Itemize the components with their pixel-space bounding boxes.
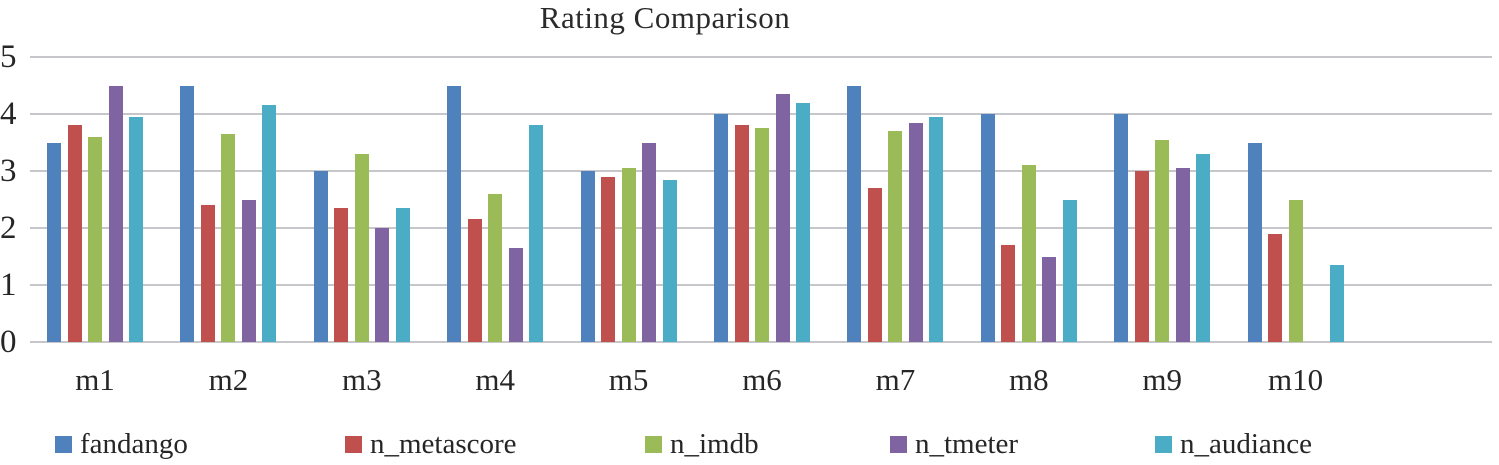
bar-group-m9	[1114, 57, 1211, 342]
bar-n_imdb	[354, 153, 369, 342]
bar-n_imdb	[488, 193, 503, 342]
y-axis-tick-label: 0	[0, 324, 17, 360]
bar-n_metascore	[1134, 171, 1149, 342]
bar-fandango	[714, 114, 728, 342]
bar-fandango	[180, 85, 195, 342]
gridline	[30, 113, 1492, 115]
bar-n_audiance	[1062, 199, 1077, 342]
bar-n_audiance	[529, 125, 544, 342]
legend-item-fandango: fandango	[55, 428, 188, 460]
bar-group-m7	[847, 57, 944, 342]
bar-n_metascore	[1268, 233, 1283, 342]
bar-n_imdb	[1021, 165, 1036, 342]
y-axis-tick-label: 3	[0, 153, 17, 189]
legend-label: n_tmeter	[915, 427, 1019, 460]
bar-fandango	[847, 85, 862, 342]
bar-group-m4	[447, 57, 544, 342]
x-axis-tick-label: m10	[1268, 362, 1324, 397]
bar-n_tmeter	[375, 228, 390, 342]
legend-item-n_tmeter: n_tmeter	[890, 428, 1018, 460]
bar-fandango	[1114, 114, 1129, 342]
legend-item-n_audiance: n_audiance	[1155, 428, 1312, 460]
bar-n_metascore	[334, 208, 349, 342]
legend-label: n_imdb	[670, 427, 759, 460]
bar-n_tmeter	[642, 142, 657, 342]
bar-n_audiance	[1329, 265, 1344, 342]
bar-n_tmeter	[1175, 168, 1190, 342]
bar-n_audiance	[662, 179, 677, 342]
bar-group-m5	[580, 57, 677, 342]
bar-n_metascore	[200, 205, 215, 342]
bar-group-m1	[47, 57, 143, 342]
bar-n_imdb	[88, 136, 102, 342]
legend-label: fandango	[80, 427, 188, 460]
bar-n_metascore	[734, 125, 749, 342]
y-axis-tick-label: 1	[0, 267, 17, 303]
x-axis-tick-label: m2	[208, 362, 249, 397]
bar-fandango	[313, 171, 328, 342]
x-axis-tick-label: m6	[742, 362, 782, 397]
legend-swatch-n_audiance	[1155, 435, 1172, 453]
bar-fandango	[447, 85, 462, 342]
bar-fandango	[1247, 142, 1262, 342]
bar-n_metascore	[1001, 245, 1016, 342]
bar-group-m6	[714, 57, 810, 342]
bar-n_audiance	[395, 208, 410, 342]
x-axis-tick-label: m9	[1142, 362, 1182, 397]
gridline	[30, 341, 1492, 343]
x-axis-tick-label: m5	[608, 362, 649, 397]
bar-n_audiance	[262, 105, 277, 342]
legend-item-n_imdb: n_imdb	[645, 428, 759, 460]
bar-n_metascore	[467, 219, 482, 342]
bar-group-m2	[180, 57, 277, 342]
gridline	[30, 56, 1492, 58]
bar-n_metascore	[67, 125, 82, 342]
bar-n_audiance	[796, 102, 810, 342]
bar-n_tmeter	[908, 122, 923, 342]
legend-item-n_metascore: n_metascore	[345, 428, 517, 460]
legend-swatch-n_tmeter	[890, 435, 907, 453]
bar-n_imdb	[221, 133, 236, 342]
bar-group-m8	[980, 57, 1077, 342]
legend-swatch-fandango	[55, 435, 72, 453]
bar-n_audiance	[929, 116, 944, 342]
bar-n_imdb	[888, 131, 903, 342]
legend-swatch-n_imdb	[645, 435, 662, 453]
x-axis-tick-label: m1	[75, 362, 115, 397]
bar-n_tmeter	[508, 247, 523, 342]
bar-n_imdb	[1288, 199, 1303, 342]
bar-group-m10	[1247, 57, 1344, 342]
bar-n_audiance	[1196, 153, 1211, 342]
y-axis-tick-label: 2	[0, 210, 17, 246]
bar-n_imdb	[755, 128, 769, 342]
x-axis-tick-label: m8	[1008, 362, 1049, 397]
legend-swatch-n_metascore	[345, 435, 362, 453]
bar-n_audiance	[129, 116, 143, 342]
bar-n_metascore	[601, 176, 616, 342]
bar-group-m3	[313, 57, 410, 342]
bar-n_imdb	[621, 168, 636, 342]
y-axis-tick-label: 5	[0, 39, 17, 75]
x-axis-tick-label: m7	[875, 362, 916, 397]
bar-n_metascore	[867, 188, 882, 342]
bar-fandango	[47, 142, 61, 342]
bar-n_tmeter	[241, 199, 256, 342]
legend-label: n_audiance	[1180, 427, 1313, 460]
bar-n_tmeter	[1042, 256, 1057, 342]
plot-area	[30, 56, 1492, 343]
bar-n_imdb	[1155, 139, 1170, 342]
x-axis-tick-label: m3	[341, 362, 382, 397]
y-axis-tick-label: 4	[0, 96, 17, 132]
bar-n_tmeter	[775, 94, 790, 342]
legend-label: n_metascore	[370, 427, 517, 460]
bar-fandango	[980, 114, 995, 342]
bar-n_tmeter	[108, 85, 123, 342]
chart-title: Rating Comparison	[539, 0, 791, 35]
x-axis-tick-label: m4	[475, 362, 515, 397]
bar-fandango	[580, 171, 595, 342]
